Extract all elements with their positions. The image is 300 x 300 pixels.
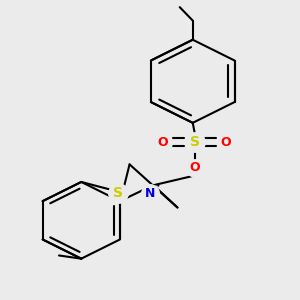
Text: O: O bbox=[221, 136, 232, 148]
Text: S: S bbox=[113, 186, 123, 200]
Text: O: O bbox=[189, 161, 200, 174]
Text: O: O bbox=[158, 136, 168, 148]
Text: S: S bbox=[190, 135, 200, 149]
Text: N: N bbox=[145, 187, 155, 200]
